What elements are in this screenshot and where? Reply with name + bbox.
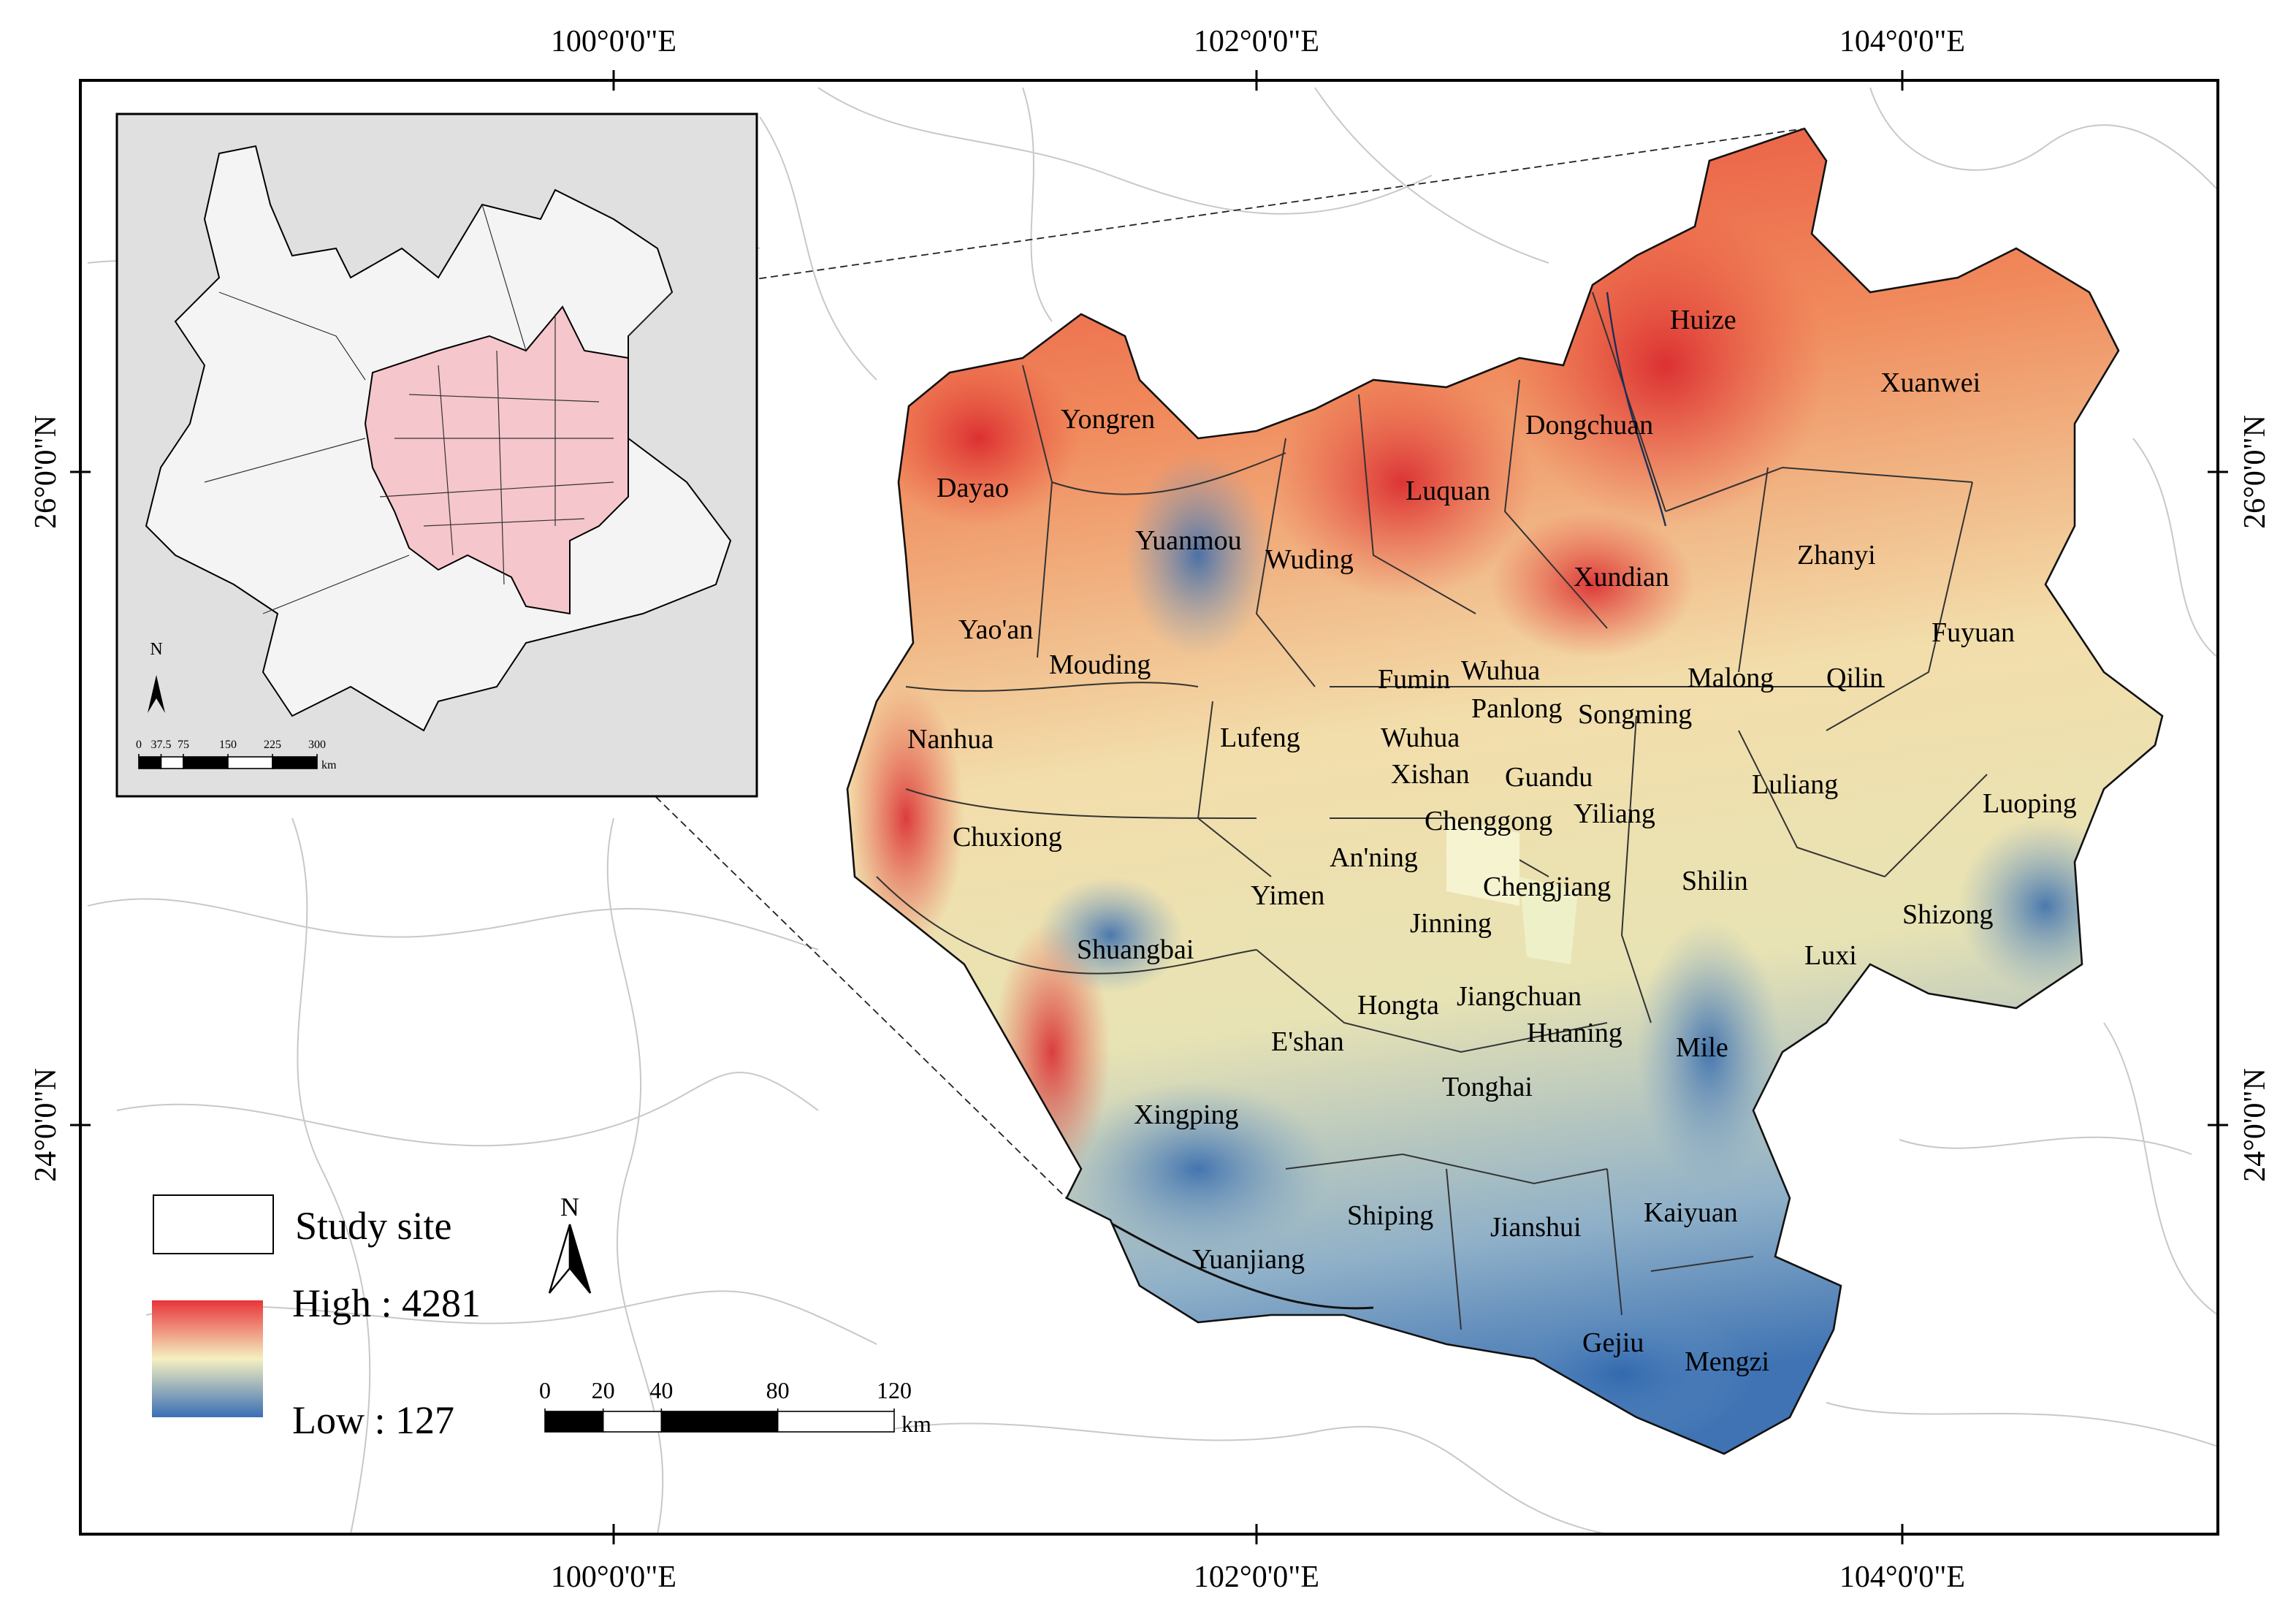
scale-segment <box>183 756 229 769</box>
elevation-surface <box>847 129 2162 1454</box>
county-label: Xundian <box>1574 562 1669 592</box>
longitude-label: 100°0'0"E <box>551 1560 676 1594</box>
county-label: Chuxiong <box>953 822 1062 853</box>
county-label: Jianshui <box>1490 1212 1582 1243</box>
inset-scale-bar: 0 37.5 75 150 225 300 km <box>136 739 337 771</box>
county-label: Mouding <box>1049 649 1151 680</box>
county-label: Xishan <box>1391 759 1470 790</box>
scale-label: 40 <box>649 1377 673 1403</box>
scale-label: 80 <box>766 1377 790 1403</box>
county-label: Shilin <box>1682 866 1748 896</box>
county-label: Luquan <box>1406 476 1490 506</box>
county-label: Huaning <box>1527 1018 1622 1048</box>
county-label: Huize <box>1670 305 1736 335</box>
longitude-label: 102°0'0"E <box>1194 25 1319 58</box>
latitude-label: 24°0'0"N <box>29 1068 63 1182</box>
county-label: Zhanyi <box>1797 540 1876 571</box>
county-label: Wuhua <box>1381 723 1460 753</box>
legend-high: High : 4281 <box>292 1281 481 1325</box>
county-label: Chengjiang <box>1483 872 1611 902</box>
county-label: Yimen <box>1251 880 1324 911</box>
scale-unit: km <box>321 759 337 771</box>
legend: Study site High : 4281 Low : 127 <box>152 1194 481 1442</box>
latitude-label: 26°0'0"N <box>29 415 63 529</box>
scale-segment <box>272 756 318 769</box>
scale-label: 75 <box>178 739 189 751</box>
county-labels: Huize Xuanwei Yongren Dongchuan Dayao Lu… <box>907 305 2077 1377</box>
county-label: Qilin <box>1826 663 1883 693</box>
scale-segment <box>544 1411 604 1433</box>
county-label: Songming <box>1578 699 1692 730</box>
county-label: Yao'an <box>958 614 1033 645</box>
county-label: Mile <box>1676 1032 1728 1063</box>
county-label: Luxi <box>1804 940 1857 971</box>
county-label: Jinning <box>1410 908 1492 939</box>
scale-label: 0 <box>539 1377 551 1403</box>
county-label: Kaiyuan <box>1644 1197 1738 1228</box>
county-label: Luoping <box>1983 788 2077 819</box>
inset-map: N <box>115 113 758 798</box>
inset-north-label: N <box>150 640 162 659</box>
county-label: Mengzi <box>1685 1346 1769 1377</box>
latitude-label: 24°0'0"N <box>2238 1068 2272 1182</box>
county-label: Gejiu <box>1582 1327 1644 1358</box>
county-label: Xuanwei <box>1880 367 1980 398</box>
scale-label: 0 <box>136 739 142 751</box>
county-label: Fuyuan <box>1932 617 2015 648</box>
north-label: N <box>560 1192 579 1221</box>
county-label: Dayao <box>937 473 1009 503</box>
county-label: Fumin <box>1378 664 1450 695</box>
legend-study-site: Study site <box>295 1204 452 1248</box>
county-label: Yuanjiang <box>1192 1244 1305 1275</box>
map-frame <box>79 79 2219 1536</box>
longitude-label: 100°0'0"E <box>551 25 676 58</box>
county-label: Nanhua <box>907 724 994 755</box>
county-label: Wuhua <box>1461 655 1540 686</box>
county-label: Shiping <box>1347 1200 1433 1231</box>
scale-segment <box>777 1411 895 1433</box>
county-label: Shuangbai <box>1077 934 1194 965</box>
county-label: Yiliang <box>1574 798 1655 829</box>
county-label: An'ning <box>1330 842 1418 873</box>
scale-label: 225 <box>264 739 281 751</box>
county-label: Malong <box>1688 663 1774 693</box>
scale-label: 300 <box>308 739 326 751</box>
county-label: Shizong <box>1902 899 1994 930</box>
scale-segment <box>602 1411 663 1433</box>
county-label: Hongta <box>1357 990 1439 1021</box>
latitude-label: 26°0'0"N <box>2238 415 2272 529</box>
longitude-label: 104°0'0"E <box>1839 25 1965 58</box>
north-arrow: N <box>548 1192 592 1294</box>
scale-label: 150 <box>219 739 237 751</box>
longitude-label: 104°0'0"E <box>1839 1560 1965 1594</box>
legend-low: Low : 127 <box>292 1398 454 1442</box>
scale-label: 20 <box>592 1377 615 1403</box>
scale-bar: 0 20 40 80 120 km <box>539 1377 931 1437</box>
county-label: Wuding <box>1265 544 1354 575</box>
county-label: Panlong <box>1471 693 1563 724</box>
graticule-ticks <box>70 70 2228 1544</box>
county-label: Guandu <box>1505 762 1593 793</box>
county-label: Tonghai <box>1442 1072 1533 1102</box>
county-label: Lufeng <box>1220 723 1300 753</box>
scale-segment <box>160 756 184 769</box>
scale-segment <box>227 756 273 769</box>
county-label: Yuanmou <box>1135 525 1242 556</box>
county-label: Luliang <box>1752 769 1838 800</box>
scale-label: 37.5 <box>151 739 172 751</box>
longitude-label: 102°0'0"E <box>1194 1560 1319 1594</box>
county-label: Yongren <box>1061 404 1155 435</box>
county-label: Jiangchuan <box>1457 981 1582 1012</box>
scale-segment <box>660 1411 779 1433</box>
county-label: E'shan <box>1271 1026 1344 1057</box>
scale-unit: km <box>901 1411 931 1437</box>
scale-label: 120 <box>877 1377 912 1403</box>
scale-segment <box>138 756 162 769</box>
county-label: Chenggong <box>1425 806 1552 836</box>
county-label: Xingping <box>1134 1099 1239 1130</box>
county-label: Dongchuan <box>1525 410 1653 441</box>
